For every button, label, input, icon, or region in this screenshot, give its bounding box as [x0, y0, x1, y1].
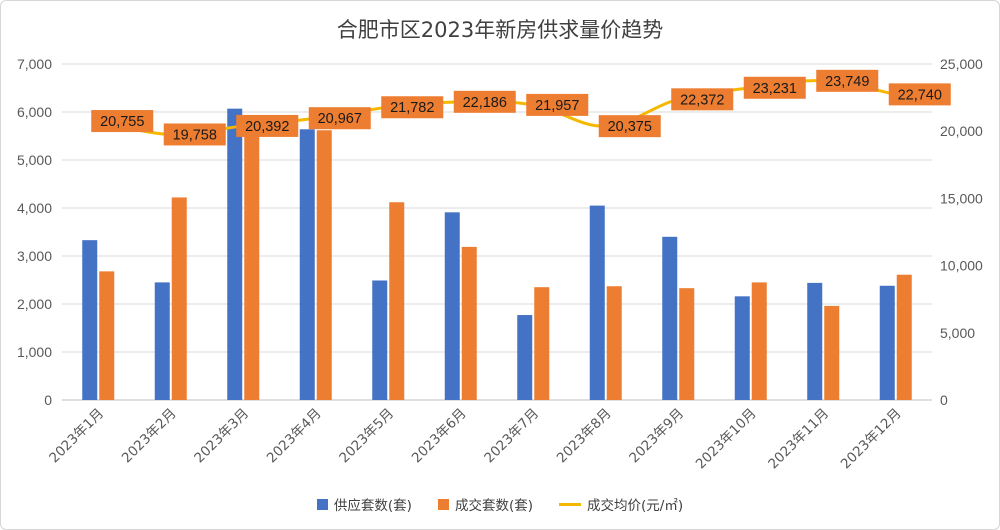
price-label: 23,231: [753, 81, 797, 97]
y-left-tick-label: 5,000: [17, 152, 52, 168]
legend: 供应套数(套) 成交套数(套) 成交均价(元/㎡): [0, 494, 1000, 514]
price-label: 22,740: [898, 87, 942, 103]
bar-supply: [662, 236, 678, 400]
price-label-box: [743, 76, 806, 99]
y-left-tick-label: 0: [44, 392, 52, 408]
legend-item-supply: 供应套数(套): [316, 494, 412, 514]
price-label: 20,967: [318, 111, 362, 127]
x-tick-label: 2023年6月: [409, 406, 470, 467]
bar-deals: [244, 136, 260, 400]
bar-supply: [299, 129, 315, 400]
x-tick-label: 2023年12月: [838, 406, 905, 473]
price-label-box: [308, 107, 371, 130]
bar-deals: [171, 197, 187, 400]
price-label: 19,758: [173, 127, 217, 143]
x-tick-label: 2023年1月: [46, 406, 107, 467]
bar-supply: [517, 315, 533, 400]
bar-supply: [589, 205, 605, 400]
price-label: 20,755: [100, 114, 144, 130]
bar-deals: [606, 286, 622, 400]
bar-supply: [227, 108, 243, 400]
legend-swatch-deals: [437, 498, 449, 510]
legend-label-supply: 供应套数(套): [333, 498, 412, 514]
bar-series: [82, 108, 912, 401]
bar-supply: [82, 240, 98, 400]
legend-swatch-price: [559, 502, 581, 506]
price-label: 23,749: [825, 74, 869, 90]
y-right-tick-label: 15,000: [940, 190, 983, 206]
price-label-box: [453, 90, 516, 113]
y-left-tick-label: 2,000: [17, 296, 52, 312]
price-label-box: [526, 93, 589, 116]
y-left-tick-label: 6,000: [17, 104, 52, 120]
bar-deals: [896, 274, 912, 400]
legend-swatch-supply: [316, 498, 328, 510]
bar-deals: [824, 305, 840, 400]
x-tick-label: 2023年11月: [765, 406, 832, 473]
line-data-labels: 20,755 19,758 20,392 20,967 21,782 22,186 21,9…: [91, 69, 951, 146]
bar-deals: [99, 271, 115, 400]
bar-deals: [316, 130, 332, 401]
price-label: 20,375: [608, 119, 652, 135]
left-axis-ticks: 0 1,000 2,000 3,000 4,000 5,000 6,000 7,000: [17, 56, 52, 408]
price-label: 22,372: [680, 92, 724, 108]
x-tick-label: 2023年10月: [693, 406, 760, 473]
bar-supply: [444, 212, 460, 400]
x-tick-label: 2023年9月: [626, 406, 687, 467]
price-label: 21,782: [390, 100, 434, 116]
y-left-tick-label: 7,000: [17, 56, 52, 72]
x-tick-label: 2023年3月: [191, 406, 252, 467]
x-tick-label: 2023年2月: [119, 406, 180, 467]
price-label-box: [163, 123, 226, 146]
price-label-box: [381, 96, 444, 119]
legend-label-deals: 成交套数(套): [454, 498, 533, 514]
gridlines: [62, 63, 932, 401]
x-tick-label: 2023年4月: [264, 406, 325, 467]
price-label: 20,392: [245, 119, 289, 135]
legend-item-deals: 成交套数(套): [437, 494, 533, 514]
y-right-tick-label: 20,000: [940, 123, 983, 139]
right-axis-ticks: 0 5,000 10,000 15,000 20,000 25,000: [940, 56, 983, 408]
y-right-tick-label: 10,000: [940, 258, 983, 274]
price-label-box: [91, 110, 154, 133]
price-label-box: [816, 69, 879, 92]
price-label-box: [236, 114, 299, 137]
price-label-box: [888, 83, 951, 106]
bar-supply: [154, 282, 170, 400]
bar-supply: [734, 296, 750, 400]
x-tick-label: 2023年8月: [554, 406, 615, 467]
price-label-box: [671, 88, 734, 111]
y-left-tick-label: 1,000: [17, 344, 52, 360]
y-right-tick-label: 25,000: [940, 56, 983, 72]
bar-supply: [372, 280, 388, 400]
y-left-tick-label: 3,000: [17, 248, 52, 264]
bar-deals: [461, 246, 477, 400]
bar-supply: [807, 282, 823, 400]
bar-deals: [679, 288, 695, 400]
bar-deals: [389, 202, 405, 400]
y-left-tick-label: 4,000: [17, 200, 52, 216]
legend-item-price: 成交均价(元/㎡): [559, 494, 683, 514]
y-right-tick-label: 0: [940, 392, 948, 408]
y-right-tick-label: 5,000: [940, 325, 975, 341]
price-label: 22,186: [463, 95, 507, 111]
x-axis-ticks: 2023年1月 2023年2月 2023年3月 2023年4月 2023年5月 2023年…: [46, 406, 904, 473]
chart-title: 合肥市区2023年新房供求量价趋势: [336, 18, 664, 42]
x-tick-label: 2023年5月: [336, 406, 397, 467]
x-tick-label: 2023年7月: [481, 406, 542, 467]
bar-deals: [534, 287, 550, 400]
bar-supply: [879, 285, 895, 400]
legend-label-price: 成交均价(元/㎡): [587, 498, 684, 514]
price-label-box: [598, 115, 661, 138]
price-label: 21,957: [535, 98, 579, 114]
bar-deals: [751, 282, 767, 400]
